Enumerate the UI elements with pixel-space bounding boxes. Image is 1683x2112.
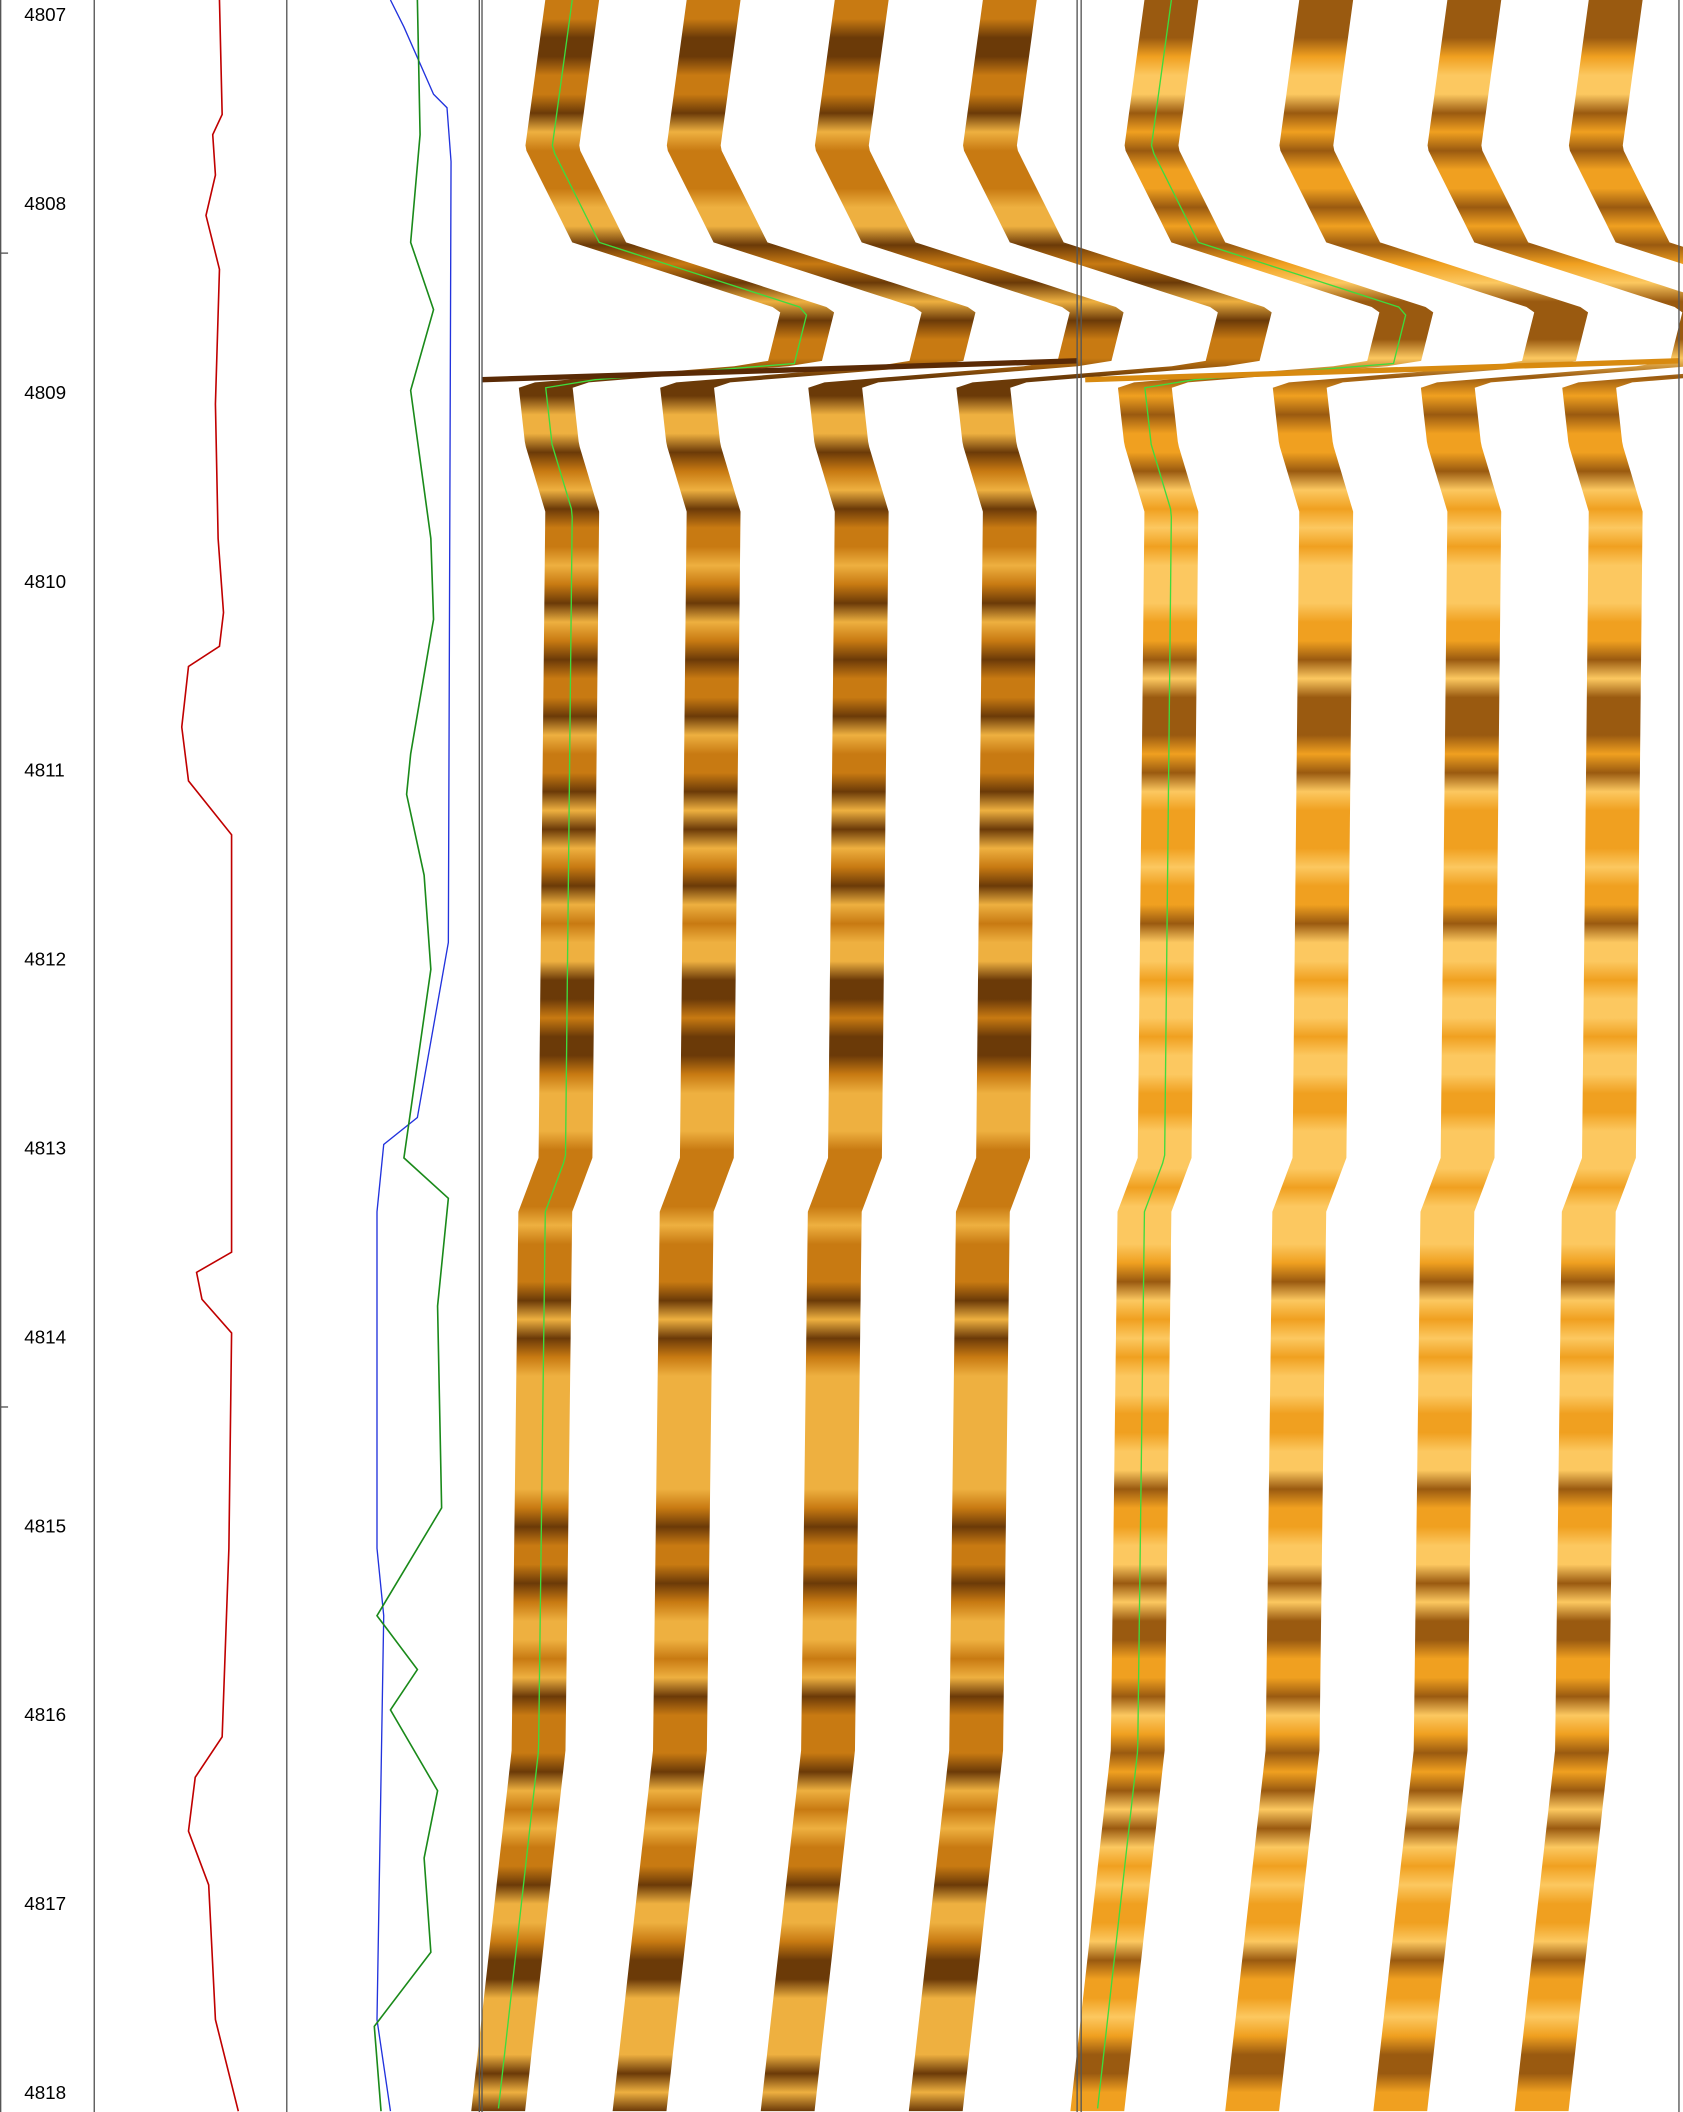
- depth-label: 4808: [24, 193, 66, 214]
- depth-label: 4810: [24, 571, 66, 592]
- depth-label: 4818: [24, 2082, 66, 2103]
- depth-label: 4817: [24, 1893, 66, 1914]
- image-band: [1225, 0, 1589, 2112]
- trajectory-line: [497, 0, 808, 2109]
- depth-label: 4807: [24, 4, 66, 25]
- depth-label: 4811: [24, 760, 65, 781]
- trajectory-line: [1096, 0, 1407, 2109]
- image-band: [760, 0, 1124, 2112]
- image-band: [908, 0, 1272, 2112]
- gamma-curve: [180, 0, 240, 2112]
- depth-label: 4814: [24, 1326, 66, 1347]
- depth-label: 4813: [24, 1138, 66, 1159]
- image-tracks: [471, 0, 1683, 2112]
- depth-label: 4816: [24, 1704, 66, 1725]
- depth-label: 4812: [24, 949, 66, 970]
- depth-label: 4809: [24, 382, 66, 403]
- depth-label: 4815: [24, 1515, 66, 1536]
- fracture-line: [481, 358, 1078, 383]
- image-band: [471, 0, 835, 2112]
- image-band: [1514, 0, 1683, 2112]
- resistivity-curve-2: [373, 0, 450, 2112]
- resistivity-curve: [376, 0, 452, 2112]
- image-band: [1373, 0, 1683, 2112]
- depth-labels: 4807 4808 4809 4810 4811 4812 4813 4814 4815 4816…: [24, 4, 66, 2103]
- image-band: [1070, 0, 1434, 2112]
- image-band: [612, 0, 976, 2112]
- fracture-line: [1085, 358, 1680, 383]
